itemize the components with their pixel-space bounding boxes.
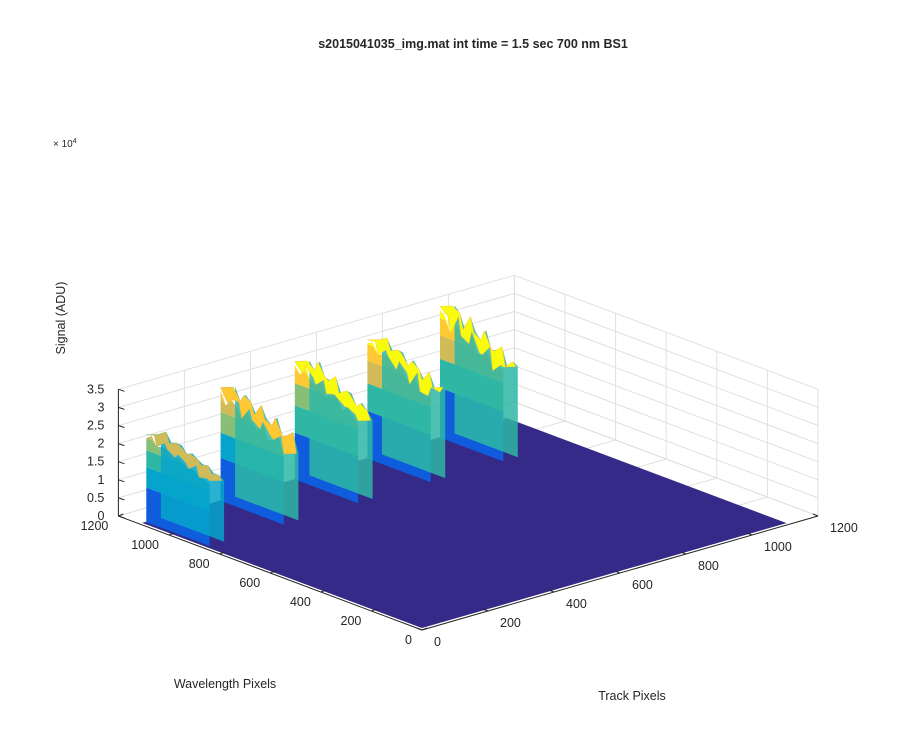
x-tick <box>421 627 428 631</box>
z-tick <box>118 515 125 519</box>
y-tick <box>548 589 555 593</box>
z-tick <box>118 497 125 501</box>
gridline <box>118 274 515 390</box>
ridge-top <box>220 386 297 455</box>
gridline <box>514 292 819 408</box>
ridge-face <box>367 342 431 397</box>
surface-mesh <box>142 305 787 629</box>
z-tick <box>118 406 125 410</box>
x-tick-label: 1200 <box>81 519 109 533</box>
gridline <box>514 274 819 390</box>
y-tick-label: 1000 <box>764 540 792 554</box>
x-tick <box>219 551 225 555</box>
x-tick <box>320 589 326 593</box>
z-tick-label: 1 <box>97 473 104 487</box>
ridge <box>146 431 230 554</box>
y-tick-label: 600 <box>632 578 653 592</box>
ridge-foot <box>358 501 379 511</box>
ridge-foot <box>283 523 305 533</box>
y-axis-label: Track Pixels <box>598 689 666 703</box>
y-tick <box>482 608 489 612</box>
y-tick <box>746 532 753 536</box>
y-tick-label: 0 <box>434 635 441 649</box>
z-tick <box>118 461 125 465</box>
z-tick-label: 0 <box>97 509 104 523</box>
axis-text: s2015041035_img.mat int time = 1.5 sec 7… <box>53 37 858 703</box>
ridge-top <box>146 431 223 482</box>
y-tick <box>680 551 687 555</box>
x-tick-label: 0 <box>405 633 412 647</box>
ridge-top <box>294 360 371 421</box>
x-tick <box>168 532 175 536</box>
y-tick <box>614 570 621 574</box>
gridline <box>514 329 819 445</box>
x-tick <box>118 513 124 517</box>
z-tick <box>118 479 125 483</box>
axes-box <box>117 388 819 631</box>
z-tick-label: 3 <box>97 400 104 414</box>
y-tick <box>416 627 423 631</box>
z-tick-label: 1.5 <box>87 455 104 469</box>
ridge-side <box>160 431 225 542</box>
gridline <box>514 347 819 463</box>
z-axis-label: Signal (ADU) <box>54 282 68 355</box>
z-tick <box>118 388 125 392</box>
ridge <box>294 360 379 511</box>
ridge-foot <box>503 459 524 469</box>
y-tick-label: 200 <box>500 616 521 630</box>
z-tick <box>118 443 125 447</box>
gridline <box>514 401 819 517</box>
ridge-side <box>235 386 299 521</box>
z-tick-label: 2 <box>97 437 104 451</box>
gridline <box>514 365 819 481</box>
ridge <box>220 386 305 533</box>
z-axis-multiplier: × 104 <box>53 138 77 150</box>
y-tick <box>812 513 819 517</box>
ridge-top <box>439 305 517 372</box>
z-tick-label: 2.5 <box>87 419 104 433</box>
x-tick <box>270 570 276 574</box>
x-axis-label: Wavelength Pixels <box>174 677 276 691</box>
chart-title: s2015041035_img.mat int time = 1.5 sec 7… <box>318 37 628 51</box>
y-tick-label: 400 <box>566 597 587 611</box>
ridge-top <box>367 337 444 397</box>
z-tick-label: 3.5 <box>87 382 104 396</box>
x-tick-label: 1000 <box>131 538 159 552</box>
y-tick-label: 800 <box>698 559 719 573</box>
x-tick-label: 800 <box>189 557 210 571</box>
ridge-foot <box>209 544 230 554</box>
y-tick-label: 1200 <box>830 521 858 535</box>
x-tick-label: 400 <box>290 595 311 609</box>
x-tick <box>371 608 377 612</box>
ridge <box>367 337 451 490</box>
ridge <box>439 305 524 469</box>
ridge-foot <box>430 480 451 490</box>
gridline <box>514 311 819 426</box>
x-tick-label: 200 <box>341 614 362 628</box>
ridge-face <box>146 436 210 485</box>
z-tick-label: 0.5 <box>87 491 104 505</box>
ridge-side <box>309 360 373 499</box>
z-tick <box>118 425 125 428</box>
ridge-side <box>454 305 518 458</box>
x-tick-label: 600 <box>239 576 260 590</box>
gridline <box>514 383 819 499</box>
